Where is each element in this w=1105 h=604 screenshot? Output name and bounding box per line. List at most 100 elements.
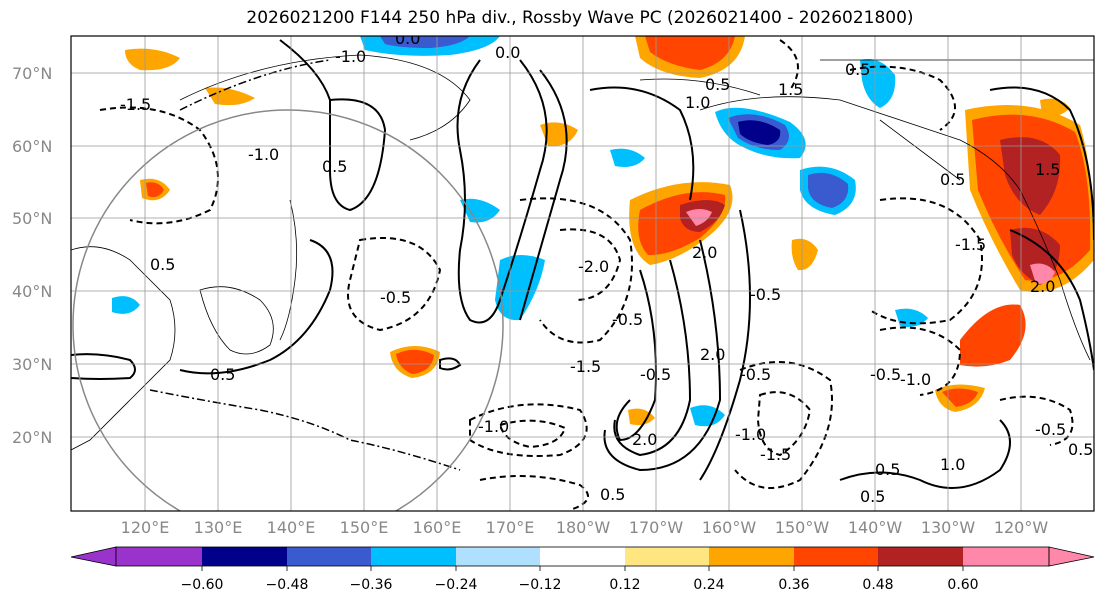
rossby-circle [72,109,504,511]
lon-label: 130°E [194,518,243,537]
contour-label: 0.5 [860,487,885,506]
contour-label: -1.0 [735,425,766,444]
lat-label: 40°N [12,282,52,301]
lat-label: 70°N [12,64,52,83]
shade-red-top [645,36,735,70]
colorbar-min-extend [70,546,117,567]
shade-blue-alaska [860,59,896,108]
lat-label: 20°N [12,428,52,447]
contour-label: 0.5 [705,75,730,94]
colorbar-tick: 0.24 [693,577,724,593]
contour-label: -1.5 [120,95,151,114]
colorbar-segment [202,547,287,566]
colorbar: −0.60 −0.48 −0.36 −0.24 −0.12 0.12 0.24 … [70,546,1095,593]
contour-label: -0.5 [640,365,671,384]
map-title: 2026021200 F144 250 hPa div., Rossby Wav… [246,8,914,28]
shade-pink-aleut [686,209,712,226]
contour-label: 1.5 [1035,160,1060,179]
contour-label: 2.0 [692,243,717,262]
shade-navy-gulf-core [738,120,781,145]
contour-label: 0.0 [495,43,520,62]
longitude-axis: 120°E 130°E 140°E 150°E 160°E 170°E 180°… [121,518,1049,537]
lon-label: 140°W [848,518,903,537]
contour-label: 2.0 [632,430,657,449]
contour-label: -1.5 [955,235,986,254]
lon-label: 170°E [486,518,535,537]
lat-label: 50°N [12,209,52,228]
coastlines [71,54,1094,451]
shade-blue-top-core [380,36,470,48]
contour-label: 0.5 [845,60,870,79]
contour-label: -1.0 [478,417,509,436]
contour-label: 1.0 [685,93,710,112]
contour-label: -1.5 [570,357,601,376]
shade-blue-sea [112,296,140,314]
colorbar-segment [371,547,456,566]
colorbar-segment [625,547,709,566]
colorbar-segment [116,547,202,566]
shade-orange-small3 [205,87,255,106]
colorbar-tick: −0.12 [519,577,562,593]
contour-label: 0.5 [322,157,347,176]
contour-label: -1.5 [760,445,791,464]
colorbar-max-extend [1048,546,1095,567]
contour-labels: -1.5 -1.0 0.5 0.5 -0.5 0.5 -1.0 -2.0 -1.… [120,36,1093,506]
shade-red-sw [942,388,978,407]
lon-label: 140°E [267,518,316,537]
contour-label: -1.0 [335,47,366,66]
latitude-axis: 70°N 60°N 50°N 40°N 30°N 20°N [12,64,52,447]
contour-label: -0.5 [740,365,771,384]
colorbar-segment [963,547,1049,566]
contour-label: -0.5 [870,365,901,384]
colorbar-tick: −0.48 [266,577,309,593]
contour-label: 0.5 [875,460,900,479]
plot-frame [70,35,1095,512]
colorbar-tick: −0.60 [181,577,224,593]
shade-red-hi [396,349,434,374]
colorbar-segment [794,547,878,566]
contour-label: 0.5 [210,365,235,384]
lon-label: 180°W [556,518,611,537]
contour-label: -1.0 [900,370,931,389]
shade-blue-gulf2-core [808,172,849,208]
contour-label: 1.0 [940,455,965,474]
colorbar-segment [456,547,540,566]
lon-label: 160°E [413,518,462,537]
colorbar-segment [540,547,625,566]
shade-orange-small1 [540,122,578,147]
contours [71,39,1094,511]
colorbar-tick: −0.24 [435,577,478,593]
contour-label: -0.5 [612,310,643,329]
contour-label: 0.5 [150,255,175,274]
shade-red-ca [960,304,1026,367]
divergence-shading [112,36,1094,427]
colorbar-segment [878,547,963,566]
colorbar-segment [287,547,371,566]
colorbar-tick: 0.48 [862,577,893,593]
lat-label: 60°N [12,137,52,156]
contour-label: 2.0 [1030,277,1055,296]
lat-label: 30°N [12,355,52,374]
shade-blue-small2 [460,198,500,223]
shade-orange-small5 [791,238,818,271]
shade-red-small4 [146,182,164,198]
lon-label: 150°W [775,518,830,537]
lon-label: 120°W [994,518,1049,537]
colorbar-tick: 0.36 [778,577,809,593]
contour-label: -0.5 [750,285,781,304]
shade-blue-mid [495,255,545,321]
colorbar-tick: 0.12 [609,577,640,593]
colorbar-segment [709,547,794,566]
lon-label: 130°W [921,518,976,537]
contour-label: -2.0 [578,257,609,276]
contour-label: -0.5 [1035,420,1066,439]
colorbar-tick: −0.36 [350,577,393,593]
contour-label: 2.0 [700,345,725,364]
shade-pink-west [1030,263,1055,285]
lon-label: 120°E [121,518,170,537]
contour-label: 0.5 [940,170,965,189]
contour-label: 0.5 [600,485,625,504]
lon-label: 170°W [629,518,684,537]
shade-orange-small2 [125,48,180,71]
